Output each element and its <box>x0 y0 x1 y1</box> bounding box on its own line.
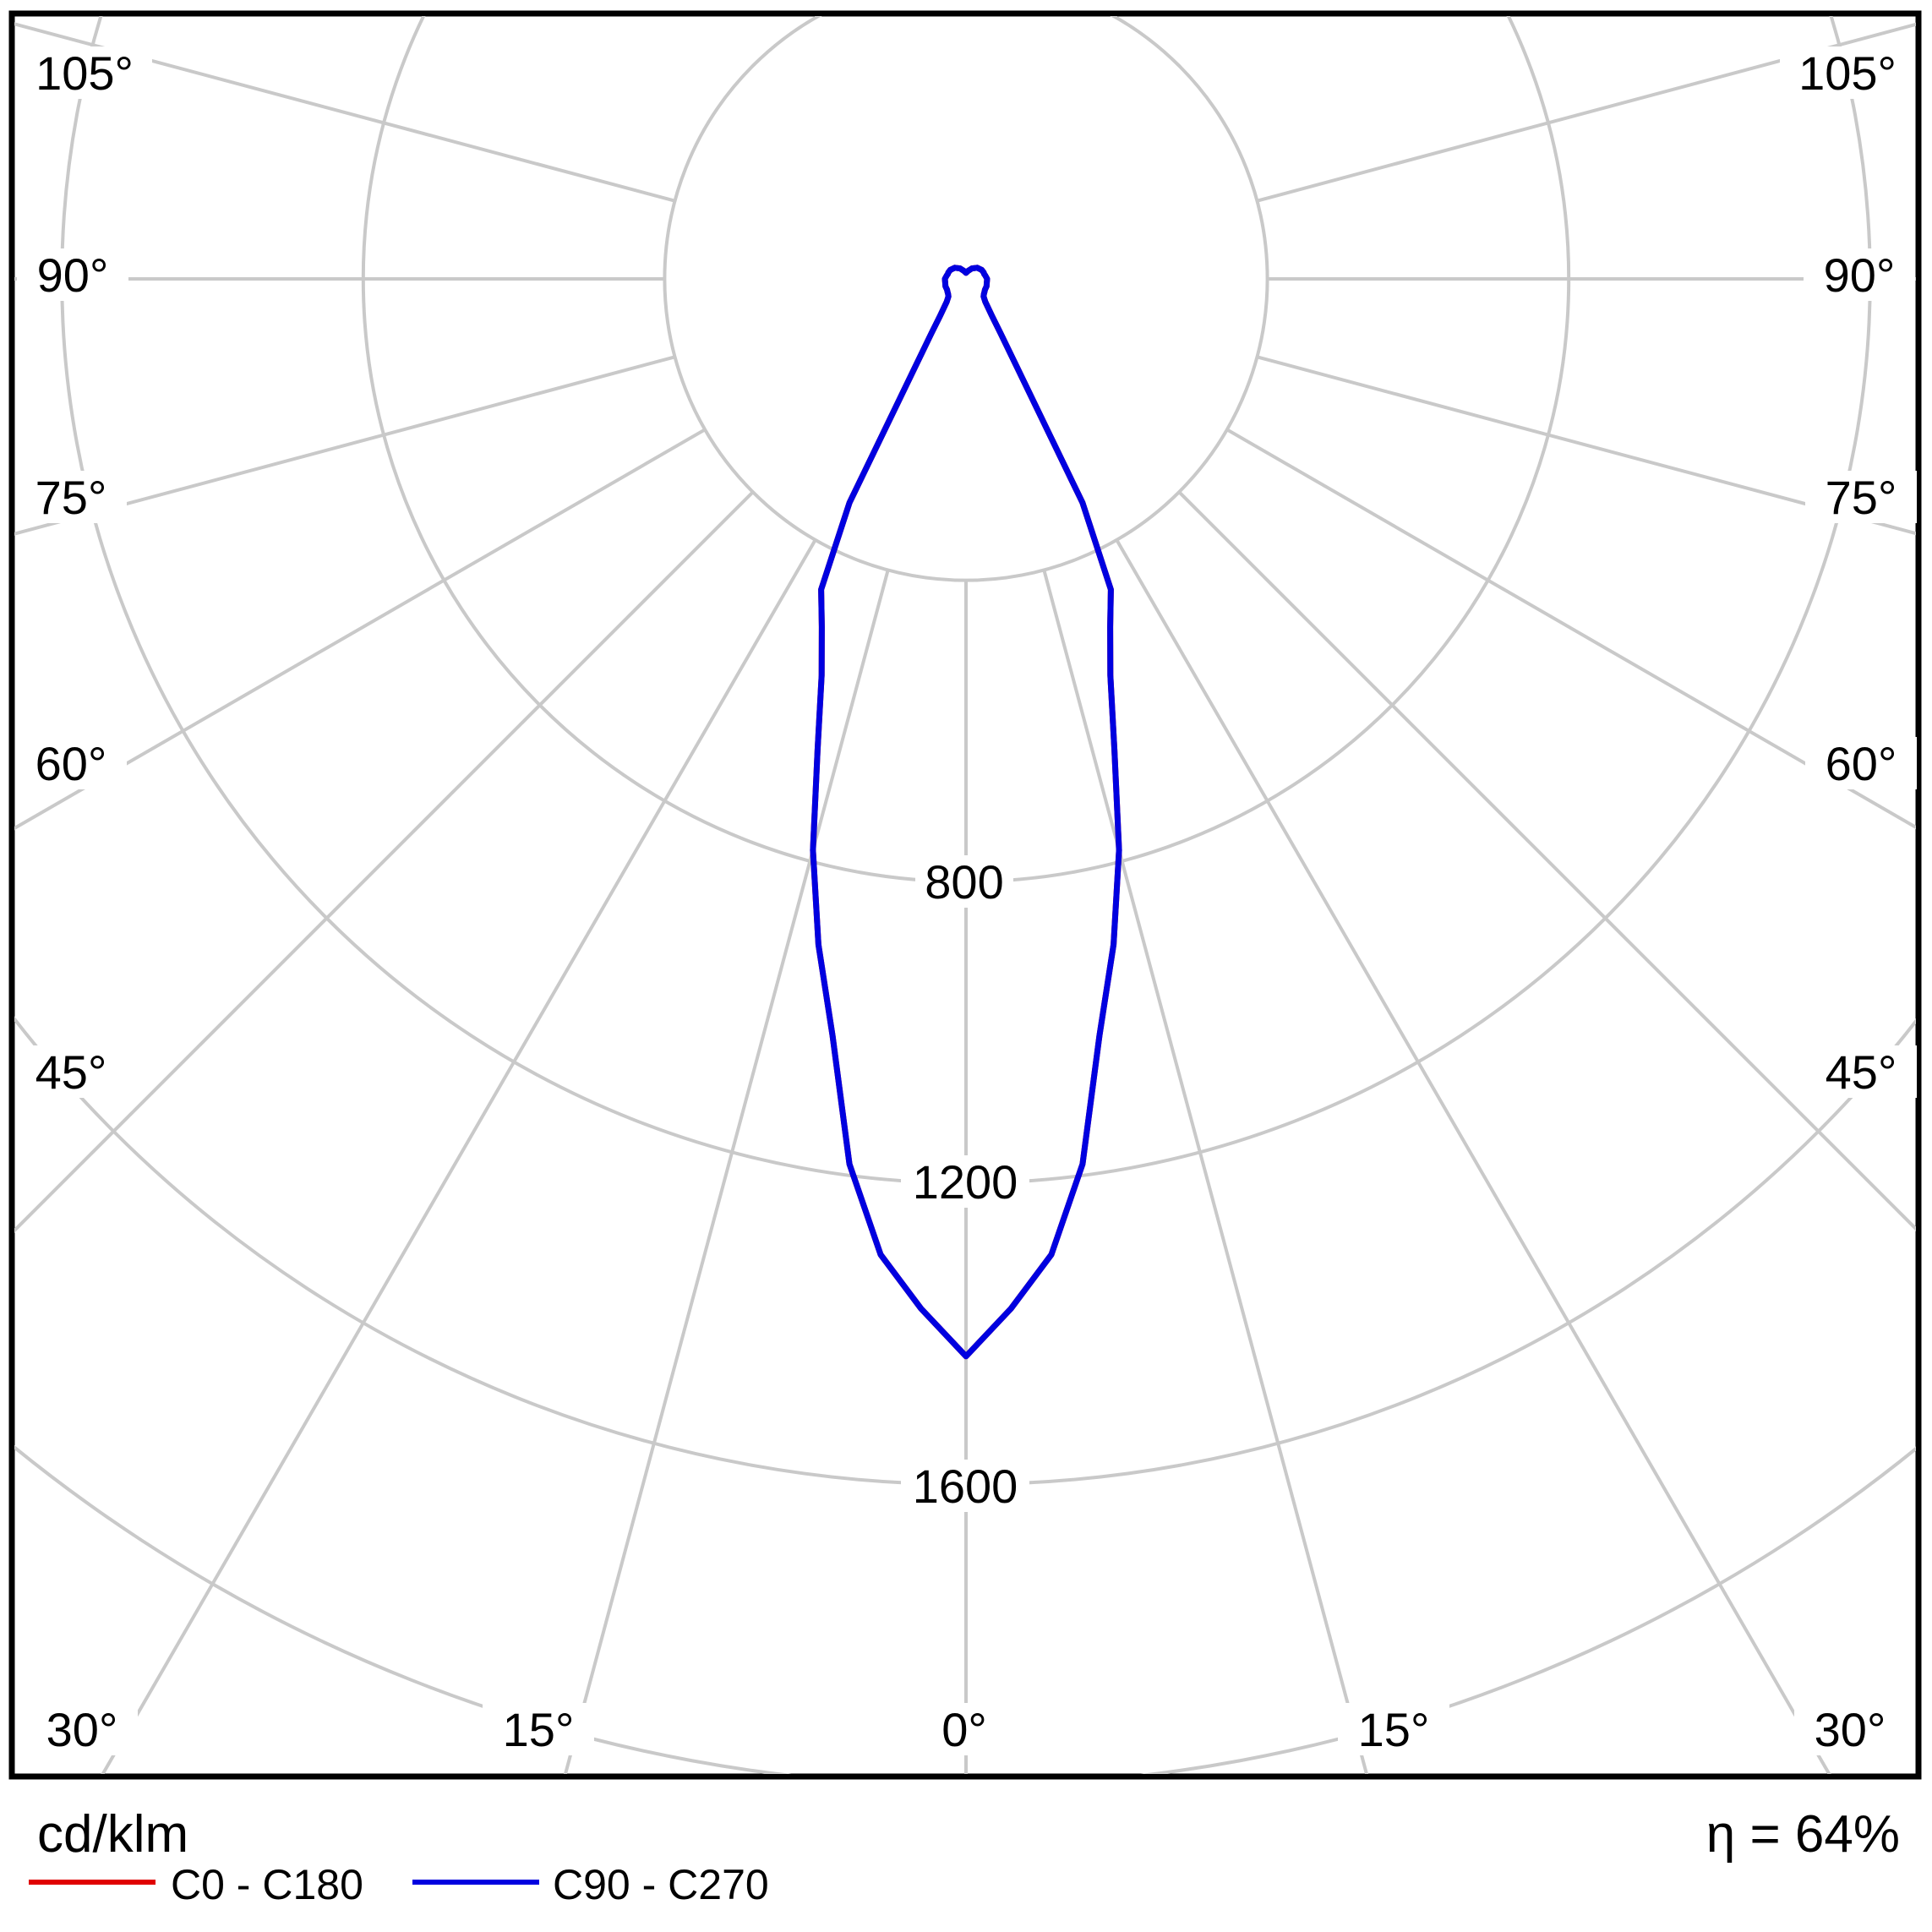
angle-label-75deg-mask <box>1805 471 1917 523</box>
angle-label-90deg: 90° <box>1824 248 1896 302</box>
angle-label-15deg-mask <box>483 1703 594 1755</box>
intensity-curves <box>810 265 1122 1360</box>
angle-label-60deg: 60° <box>35 737 107 790</box>
angle-label-60deg: 60° <box>1826 737 1897 790</box>
radius-label-1200-mask <box>901 1155 1029 1208</box>
angle-label-30deg: 30° <box>46 1703 118 1756</box>
angle-label-45deg: 45° <box>35 1045 107 1099</box>
angle-label-105deg: 105° <box>35 46 134 100</box>
efficiency-label: η = 64% <box>1706 1805 1900 1864</box>
grid-ray-75 <box>1256 355 1916 536</box>
units-label: cd/klm <box>37 1805 188 1864</box>
grid-ray-45 <box>1177 490 1916 1231</box>
angle-label-105deg-mask <box>1780 46 1915 99</box>
angle-label-0deg-mask <box>927 1703 1001 1755</box>
angle-label-105deg: 105° <box>1798 46 1897 100</box>
radius-label-1200: 1200 <box>913 1155 1018 1209</box>
radius-label-1600-mask <box>901 1460 1029 1512</box>
tick-labels: 105° 90° 75° 60° 45° 30° 15° 0° 15° 30° 45° 60° 75° 9… <box>15 46 1917 1756</box>
angle-label-30deg-mask <box>1794 1703 1906 1755</box>
angle-label-30deg: 30° <box>1815 1703 1886 1756</box>
radius-label-800: 800 <box>925 855 1003 909</box>
grid-ray-105 <box>14 22 676 203</box>
angle-label-90deg-mask <box>17 248 128 301</box>
legend-label-c90-c270: C90 - C270 <box>553 1861 769 1908</box>
legend-row: cd/klm η = 64% C0 - C180 C90 - C270 <box>29 1805 1900 1908</box>
angle-label-90deg-mask <box>1804 248 1915 301</box>
grid-ray-105 <box>1256 22 1916 203</box>
grid-ray-30 <box>101 538 817 1774</box>
angle-label-75deg-mask <box>15 471 127 523</box>
radius-label-800-mask <box>915 855 1013 908</box>
angle-label-15deg: 15° <box>503 1703 575 1756</box>
angle-label-60deg-mask <box>15 737 127 789</box>
angle-label-90deg: 90° <box>37 248 109 302</box>
angle-label-0deg: 0° <box>941 1703 987 1756</box>
legend-label-c0-c180: C0 - C180 <box>171 1861 363 1908</box>
grid-ray-75 <box>14 355 676 536</box>
angle-label-45deg-mask <box>1805 1045 1917 1098</box>
angle-label-30deg-mask <box>26 1703 138 1755</box>
angle-label-60deg-mask <box>1805 737 1917 789</box>
angle-label-45deg-mask <box>15 1045 127 1098</box>
angle-label-105deg-mask <box>17 46 152 99</box>
grid-ray-30 <box>1115 538 1831 1774</box>
angle-label-75deg: 75° <box>35 471 107 524</box>
grid-ray-45 <box>14 490 755 1233</box>
angle-label-45deg: 45° <box>1826 1045 1897 1099</box>
radius-label-1600: 1600 <box>913 1460 1018 1513</box>
curve-c90-c270 <box>810 265 1122 1360</box>
angle-label-15deg-mask <box>1338 1703 1449 1755</box>
angle-label-15deg: 15° <box>1358 1703 1430 1756</box>
angle-label-75deg: 75° <box>1826 471 1897 524</box>
